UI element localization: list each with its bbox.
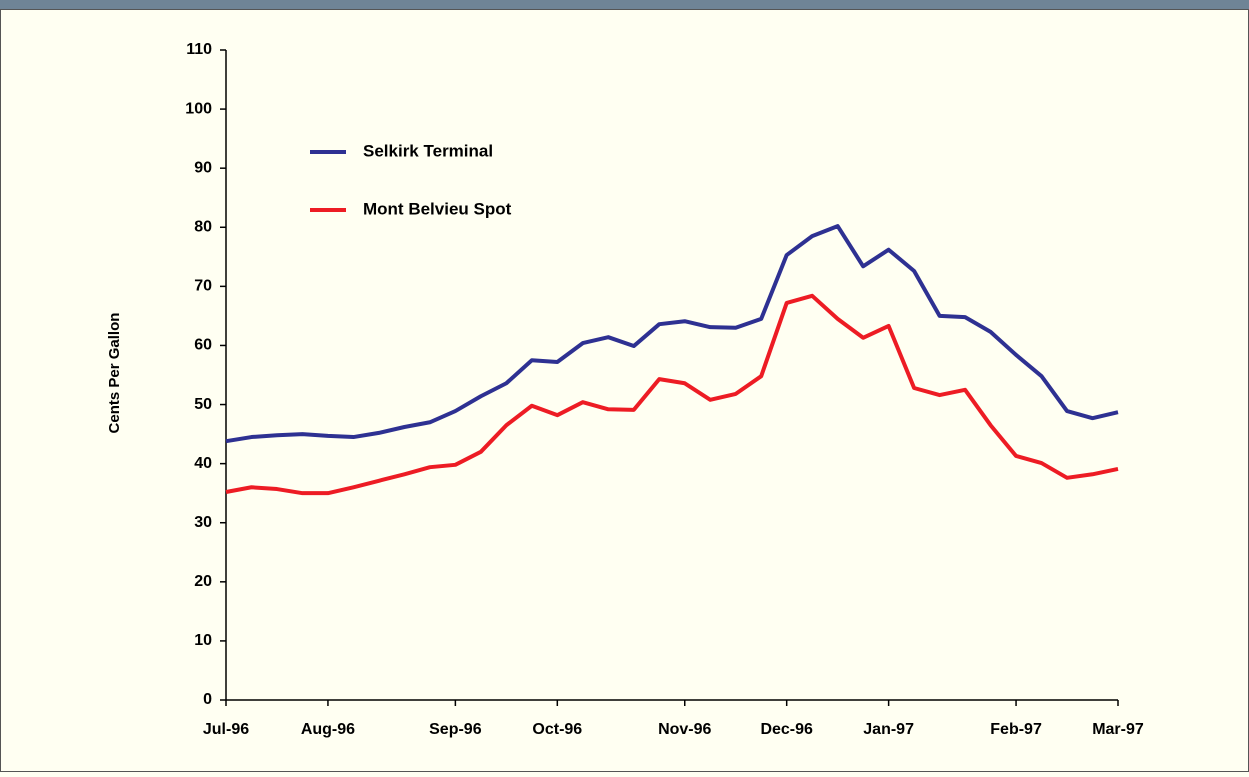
top-bar — [0, 0, 1249, 9]
x-tick-label: Dec-96 — [760, 721, 813, 738]
x-tick-label: Sep-96 — [429, 721, 482, 738]
y-tick-label: 110 — [186, 41, 212, 58]
y-tick-label: 0 — [203, 691, 212, 708]
y-tick-label: 40 — [194, 455, 212, 472]
x-tick-label: Mar-97 — [1092, 721, 1144, 738]
y-tick-label: 70 — [194, 278, 212, 295]
x-tick-label: Aug-96 — [301, 721, 355, 738]
y-tick-label: 50 — [194, 396, 212, 413]
legend-label: Selkirk Terminal — [363, 141, 493, 160]
y-tick-label: 60 — [194, 337, 212, 354]
series-line — [225, 293, 1119, 496]
x-tick-label: Jul-96 — [203, 721, 249, 738]
x-tick-label: Nov-96 — [658, 721, 711, 738]
y-tick-label: 100 — [185, 100, 212, 117]
y-tick-label: 10 — [194, 632, 212, 649]
y-tick-label: 20 — [194, 573, 212, 590]
y-tick-label: 30 — [194, 514, 212, 531]
y-axis-label: Cents Per Gallon — [106, 313, 123, 434]
y-tick-label: 80 — [194, 218, 212, 235]
series-line — [225, 224, 1119, 444]
y-tick-label: 90 — [194, 159, 212, 176]
legend-label: Mont Belvieu Spot — [363, 199, 512, 218]
x-tick-label: Feb-97 — [990, 721, 1042, 738]
x-tick-label: Jan-97 — [863, 721, 914, 738]
x-tick-label: Oct-96 — [532, 721, 582, 738]
